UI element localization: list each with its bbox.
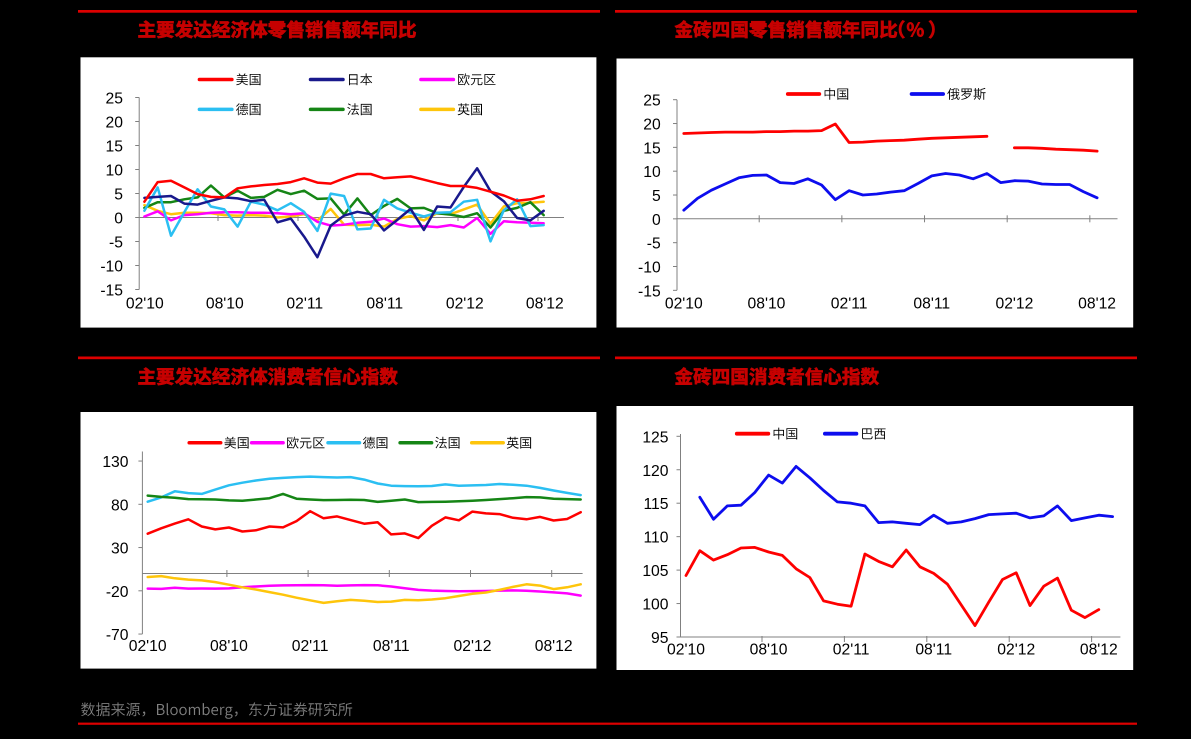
svg-text:125: 125 — [642, 429, 668, 446]
svg-text:115: 115 — [643, 496, 668, 513]
svg-text:10: 10 — [643, 164, 661, 181]
svg-text:08'11: 08'11 — [913, 296, 950, 313]
svg-text:08'11: 08'11 — [915, 642, 952, 659]
svg-text:30: 30 — [111, 541, 129, 558]
svg-text:-20: -20 — [106, 584, 129, 601]
svg-text:02'11: 02'11 — [831, 296, 868, 313]
svg-text:130: 130 — [102, 454, 128, 471]
svg-text:08'11: 08'11 — [373, 638, 410, 655]
svg-text:08'12: 08'12 — [526, 296, 564, 313]
svg-text:-15: -15 — [638, 283, 661, 300]
svg-text:100: 100 — [642, 597, 668, 614]
svg-text:08'10: 08'10 — [206, 296, 244, 313]
svg-text:-70: -70 — [106, 627, 129, 644]
svg-text:02'12: 02'12 — [446, 296, 484, 313]
svg-text:20: 20 — [643, 117, 661, 134]
svg-text:5: 5 — [114, 187, 123, 204]
svg-text:08'10: 08'10 — [210, 638, 248, 655]
svg-text:08'10: 08'10 — [748, 296, 786, 313]
svg-text:02'12: 02'12 — [997, 642, 1035, 659]
svg-text:-5: -5 — [109, 235, 123, 252]
svg-text:5: 5 — [652, 188, 661, 205]
svg-text:25: 25 — [643, 93, 661, 110]
svg-text:-5: -5 — [647, 236, 661, 253]
svg-text:02'10: 02'10 — [126, 296, 164, 313]
svg-text:02'12: 02'12 — [454, 638, 492, 655]
svg-text:120: 120 — [642, 463, 668, 480]
svg-text:10: 10 — [106, 163, 124, 180]
svg-text:20: 20 — [106, 115, 124, 132]
svg-text:15: 15 — [643, 140, 661, 157]
svg-text:25: 25 — [106, 91, 124, 108]
svg-text:110: 110 — [643, 530, 668, 547]
svg-text:0: 0 — [652, 212, 661, 229]
svg-text:08'12: 08'12 — [535, 638, 573, 655]
svg-text:02'11: 02'11 — [286, 296, 323, 313]
svg-text:02'10: 02'10 — [665, 296, 703, 313]
svg-text:-10: -10 — [638, 260, 661, 277]
svg-text:105: 105 — [642, 563, 668, 580]
svg-text:08'10: 08'10 — [750, 642, 788, 659]
svg-text:-15: -15 — [100, 283, 123, 300]
svg-text:02'11: 02'11 — [833, 642, 870, 659]
svg-text:80: 80 — [111, 497, 129, 514]
svg-text:02'11: 02'11 — [292, 638, 329, 655]
svg-text:-10: -10 — [100, 259, 123, 276]
svg-text:08'12: 08'12 — [1080, 642, 1118, 659]
svg-text:02'12: 02'12 — [995, 296, 1033, 313]
svg-text:08'12: 08'12 — [1078, 296, 1116, 313]
svg-text:15: 15 — [106, 139, 124, 156]
svg-text:95: 95 — [651, 630, 669, 647]
svg-text:08'11: 08'11 — [366, 296, 403, 313]
svg-text:02'10: 02'10 — [667, 642, 705, 659]
svg-text:02'10: 02'10 — [129, 638, 167, 655]
svg-text:0: 0 — [114, 211, 123, 228]
